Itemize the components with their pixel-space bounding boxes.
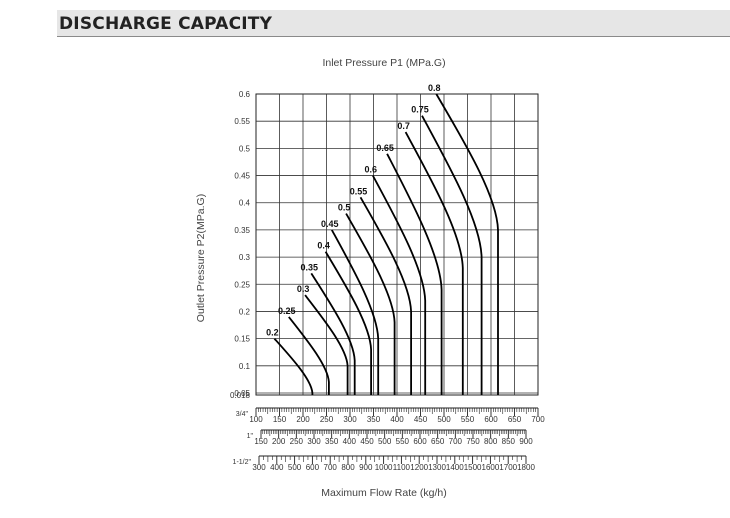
- x-tick-label: 400: [390, 415, 404, 424]
- x-tick-label: 900: [519, 437, 533, 446]
- x-tick-label: 550: [461, 415, 475, 424]
- pipe-size-label: 3/4": [236, 411, 249, 418]
- y-tick-label: 0.5: [239, 144, 251, 153]
- x-tick-label: 750: [466, 437, 480, 446]
- x-tick-label: 200: [272, 437, 286, 446]
- curve-p1-0-2: [273, 337, 314, 395]
- x-tick-label: 1300: [428, 463, 446, 472]
- curve-label: 0.2: [266, 328, 279, 338]
- y-tick-label: 0.25: [234, 280, 250, 289]
- y-tick-label: 0.6: [239, 90, 251, 99]
- x-tick-label: 1600: [482, 463, 500, 472]
- y-tick-label: 0.55: [234, 117, 250, 126]
- curve-p1-0-75: [421, 115, 483, 395]
- curve-label: 0.25: [278, 306, 296, 316]
- curve-label: 0.7: [397, 121, 410, 131]
- x-tick-label: 850: [502, 437, 516, 446]
- y-axis-ticks: 0.6 0.55 0.5 0.45 0.4 0.35 0.3 0.25 0.2 0.15 0.1 0.…: [230, 90, 251, 400]
- curve-label: 0.65: [376, 143, 394, 153]
- curve-p1-0-6: [372, 175, 427, 395]
- x-tick-label: 800: [341, 463, 355, 472]
- x-tick-label: 350: [367, 415, 381, 424]
- x-tick-label: 1200: [410, 463, 428, 472]
- x-tick-label: 1500: [464, 463, 482, 472]
- pipe-size-label: 1-1/2": [233, 459, 252, 466]
- x-tick-label: 800: [484, 437, 498, 446]
- x-tick-label: 650: [431, 437, 445, 446]
- x-tick-label: 650: [508, 415, 522, 424]
- y-tick-label: 0.4: [239, 199, 251, 208]
- curve-p1-0-8: [435, 93, 499, 395]
- x-tick-label: 100: [249, 415, 263, 424]
- x-tick-label: 500: [437, 415, 451, 424]
- curve-label: 0.5: [338, 203, 351, 213]
- x-axis-label: Maximum Flow Rate (kg/h): [321, 487, 446, 499]
- x-tick-label: 400: [343, 437, 357, 446]
- x-tick-label: 250: [290, 437, 304, 446]
- curve-label: 0.8: [428, 83, 441, 93]
- x-tick-label: 1000: [375, 463, 393, 472]
- chart-grid: [255, 93, 539, 396]
- section-title: DISCHARGE CAPACITY: [59, 14, 273, 34]
- x-tick-label: 700: [324, 463, 338, 472]
- y-axis-label: Outlet Pressure P2(MPa.G): [195, 194, 207, 322]
- curve-p1-0-55: [359, 196, 412, 395]
- curve-label: 0.35: [301, 262, 319, 272]
- chart-labels: 0.20.250.30.350.40.450.50.550.60.650.70.…: [266, 83, 440, 338]
- x-tick-label: 1700: [499, 463, 517, 472]
- y-tick-label: 0.018: [230, 391, 251, 400]
- curve-label: 0.45: [321, 219, 339, 229]
- x-axis-scales: 100 150 200 250 300 350 400 450 500 550 600 650 7003…: [233, 407, 545, 472]
- y-tick-label: 0.05: [234, 389, 250, 398]
- y-tick-label: 0.45: [234, 172, 250, 181]
- chart-curves: [273, 93, 499, 395]
- x-tick-label: 450: [360, 437, 374, 446]
- curve-label: 0.4: [317, 241, 330, 251]
- curve-p1-0-45: [331, 229, 380, 395]
- y-tick-label: 0.1: [239, 362, 251, 371]
- curve-p1-0-4: [324, 251, 372, 395]
- x-tick-label: 300: [252, 463, 266, 472]
- x-tick-label: 250: [320, 415, 334, 424]
- y-tick-label: 0.2: [239, 307, 251, 316]
- x-tick-label: 350: [325, 437, 339, 446]
- x-tick-label: 550: [396, 437, 410, 446]
- y-tick-label: 0.3: [239, 253, 251, 262]
- x-tick-label: 150: [273, 415, 287, 424]
- curve-p1-0-5: [345, 213, 396, 395]
- section-header: DISCHARGE CAPACITY: [57, 10, 730, 37]
- x-tick-label: 600: [484, 415, 498, 424]
- curve-label: 0.3: [297, 284, 310, 294]
- curve-label: 0.55: [350, 186, 368, 196]
- x-tick-label: 700: [531, 415, 545, 424]
- curve-p1-0-35: [310, 272, 356, 395]
- x-tick-label: 400: [270, 463, 284, 472]
- curve-label: 0.75: [411, 105, 429, 115]
- x-tick-label: 450: [414, 415, 428, 424]
- x-tick-label: 700: [449, 437, 463, 446]
- curve-p1-0-7: [404, 131, 464, 395]
- x-tick-label: 900: [359, 463, 373, 472]
- curve-p1-0-65: [386, 153, 443, 395]
- y-tick-label: 0.35: [234, 226, 250, 235]
- x-tick-label: 300: [307, 437, 321, 446]
- x-tick-label: 300: [343, 415, 357, 424]
- curve-p1-0-3: [304, 294, 349, 395]
- x-tick-label: 500: [378, 437, 392, 446]
- x-tick-label: 1100: [393, 463, 411, 472]
- x-tick-label: 200: [296, 415, 310, 424]
- x-tick-label: 600: [413, 437, 427, 446]
- x-tick-label: 1800: [517, 463, 535, 472]
- x-tick-label: 600: [306, 463, 320, 472]
- chart-title: Inlet Pressure P1 (MPa.G): [322, 57, 445, 69]
- x-tick-label: 500: [288, 463, 302, 472]
- x-tick-label: 150: [254, 437, 268, 446]
- pipe-size-label: 1": [247, 433, 254, 440]
- curve-label: 0.6: [365, 165, 378, 175]
- curve-p1-0-25: [288, 316, 330, 395]
- x-tick-label: 1400: [446, 463, 464, 472]
- y-tick-label: 0.15: [234, 335, 250, 344]
